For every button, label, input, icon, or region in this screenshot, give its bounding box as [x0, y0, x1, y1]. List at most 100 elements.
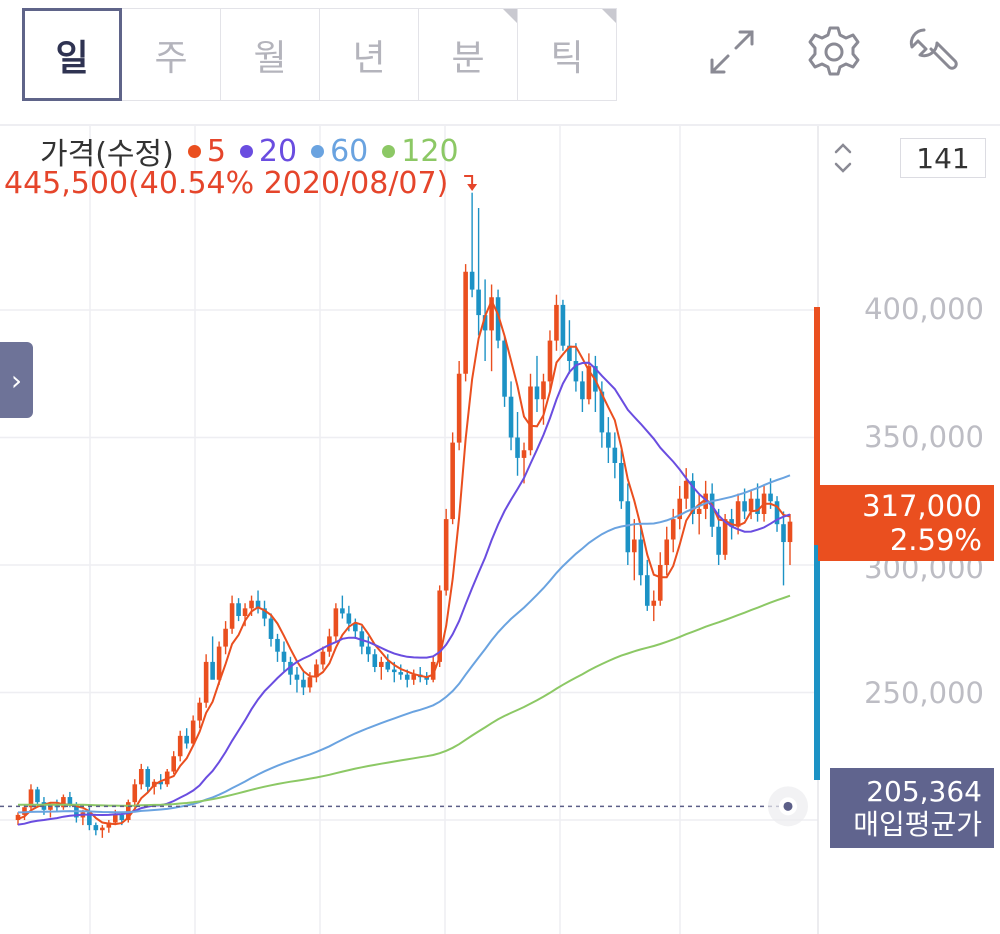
candle-body — [670, 519, 676, 540]
candle-body — [612, 447, 618, 463]
candle-body — [541, 381, 546, 400]
candle-body — [644, 575, 650, 606]
candle-body — [210, 661, 215, 680]
candle-body — [606, 432, 611, 448]
candle-body — [281, 651, 287, 662]
candle-body — [638, 539, 644, 576]
legend-dot-ma20 — [239, 144, 253, 158]
average-purchase-badge: 205,364 매입평균가 — [830, 768, 994, 848]
candle-body — [411, 674, 417, 680]
candle-body — [203, 661, 209, 703]
legend-dot-ma5 — [187, 144, 201, 158]
candle-body — [35, 789, 40, 803]
candle-body — [177, 735, 183, 757]
chart-legend: 가격(수정) 5 20 60 120 — [40, 133, 459, 173]
chevron-right-icon: › — [10, 363, 23, 397]
candle-body — [359, 631, 365, 647]
max-marker-arrow — [464, 175, 474, 186]
candle-body — [748, 498, 754, 512]
candle-body — [61, 797, 66, 808]
candle-body — [106, 822, 112, 828]
average-purchase-price: 205,364 — [866, 775, 982, 808]
candle-body — [404, 674, 410, 680]
tab-label: 일 — [55, 37, 89, 79]
current-price: 317,000 — [862, 489, 982, 523]
candle-body — [573, 361, 579, 382]
candle-body — [657, 565, 663, 601]
candle-body — [463, 271, 468, 374]
candle-body — [216, 646, 222, 680]
candle-body — [67, 797, 73, 805]
candle-body — [482, 315, 488, 331]
candle-body — [619, 463, 624, 502]
gear-icon[interactable] — [804, 22, 864, 82]
candle-body — [580, 381, 585, 400]
tab-week[interactable]: 주 — [121, 8, 221, 101]
legend-title: 가격(수정) — [40, 137, 174, 172]
average-purchase-label: 매입평균가 — [853, 808, 982, 841]
candle-body — [716, 526, 721, 555]
candle-count-input[interactable]: 141 — [900, 138, 986, 178]
tab-label: 분 — [451, 37, 485, 79]
scroll-updown-icon[interactable] — [828, 138, 858, 178]
candle-body — [275, 638, 280, 652]
tab-label: 월 — [253, 37, 287, 79]
candle-body — [456, 373, 462, 443]
candle-body — [534, 386, 540, 400]
candle-body — [430, 661, 436, 680]
dropdown-corner-icon — [602, 9, 616, 23]
candle-body — [599, 391, 605, 433]
candle-body — [385, 661, 391, 670]
candle-body — [424, 677, 430, 680]
tab-year[interactable]: 년 — [319, 8, 419, 101]
candle-body — [294, 674, 300, 680]
candle-body — [742, 501, 747, 512]
candle-body — [651, 600, 657, 606]
candle-body — [236, 603, 241, 616]
legend-label-ma20: 20 — [258, 133, 298, 169]
tab-tick[interactable]: 틱 — [517, 8, 617, 101]
candle-body — [567, 345, 572, 361]
candle-body — [197, 702, 202, 721]
candle-body — [171, 756, 176, 772]
y-tick-label: 350,000 — [864, 420, 984, 454]
candle-body — [48, 804, 53, 810]
candle-body — [722, 519, 728, 555]
candle-body — [560, 304, 566, 346]
candle-body — [521, 450, 527, 458]
candle-body — [586, 366, 592, 400]
ma120-line — [18, 594, 791, 807]
candle-body — [22, 807, 27, 815]
wrench-icon[interactable] — [902, 22, 962, 82]
tab-minute[interactable]: 분 — [418, 8, 518, 101]
candle-body — [696, 508, 702, 514]
candle-body — [132, 784, 138, 803]
tab-month[interactable]: 월 — [220, 8, 320, 101]
candle-body — [690, 480, 695, 514]
tab-label: 주 — [154, 37, 188, 79]
candle-body — [502, 340, 507, 397]
candle-body — [262, 608, 267, 619]
average-purchase-marker-dot — [783, 801, 793, 811]
max-marker-arrowhead — [467, 184, 478, 191]
candle-body — [346, 613, 352, 624]
candle-body — [554, 304, 559, 341]
legend-label-ma120: 120 — [401, 133, 459, 169]
candle-body — [93, 825, 99, 831]
candle-body — [307, 677, 313, 688]
tab-day[interactable]: 일 — [22, 8, 122, 101]
candle-body — [547, 340, 553, 382]
candle-body — [314, 664, 319, 678]
candle-body — [366, 646, 371, 655]
candle-body — [398, 672, 404, 675]
expand-arrows-icon[interactable] — [702, 22, 762, 82]
candle-body — [242, 608, 248, 616]
candle-body — [528, 386, 533, 451]
range-bar-down — [814, 545, 820, 780]
current-change: 2.59% — [889, 523, 982, 557]
candle-body — [489, 297, 494, 331]
candle-body — [190, 720, 196, 744]
side-panel-handle[interactable]: › — [0, 342, 33, 418]
candle-body — [333, 608, 339, 637]
